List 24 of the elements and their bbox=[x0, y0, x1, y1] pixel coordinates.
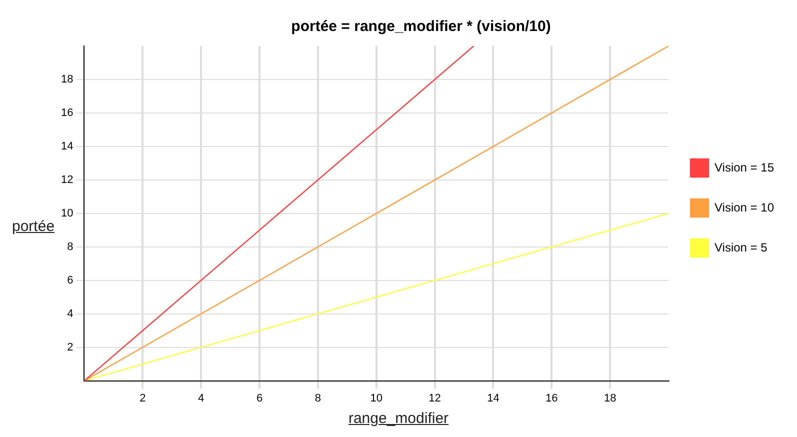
y-tick-label: 14 bbox=[60, 140, 74, 152]
legend-label: Vision = 5 bbox=[714, 240, 768, 254]
y-tick-label: 16 bbox=[60, 106, 74, 119]
chart-title: portée = range_modifier * (vision/10) bbox=[291, 18, 551, 36]
x-tick-label: 12 bbox=[428, 392, 441, 404]
y-axis-title: portée bbox=[12, 218, 55, 235]
y-tick-label: 10 bbox=[60, 207, 74, 220]
x-tick-label: 10 bbox=[370, 392, 382, 404]
y-tick-label: 4 bbox=[67, 308, 74, 320]
legend-label: Vision = 15 bbox=[714, 160, 774, 174]
y-tick-label: 18 bbox=[60, 74, 74, 86]
y-tick-label: 2 bbox=[67, 341, 74, 354]
x-tick-label: 2 bbox=[140, 392, 146, 404]
x-tick-label: 18 bbox=[604, 392, 616, 404]
x-tick-label: 4 bbox=[198, 392, 204, 404]
legend-label: Vision = 10 bbox=[714, 200, 774, 214]
x-tick-label: 14 bbox=[487, 392, 500, 404]
y-tick-label: 12 bbox=[60, 174, 74, 186]
x-tick-label: 16 bbox=[546, 392, 558, 404]
y-tick-label: 6 bbox=[67, 274, 74, 286]
y-tick-label: 8 bbox=[67, 240, 74, 253]
x-tick-label: 6 bbox=[256, 392, 263, 404]
x-axis-title: range_modifier bbox=[347, 410, 450, 427]
x-tick-label: 8 bbox=[314, 392, 322, 404]
